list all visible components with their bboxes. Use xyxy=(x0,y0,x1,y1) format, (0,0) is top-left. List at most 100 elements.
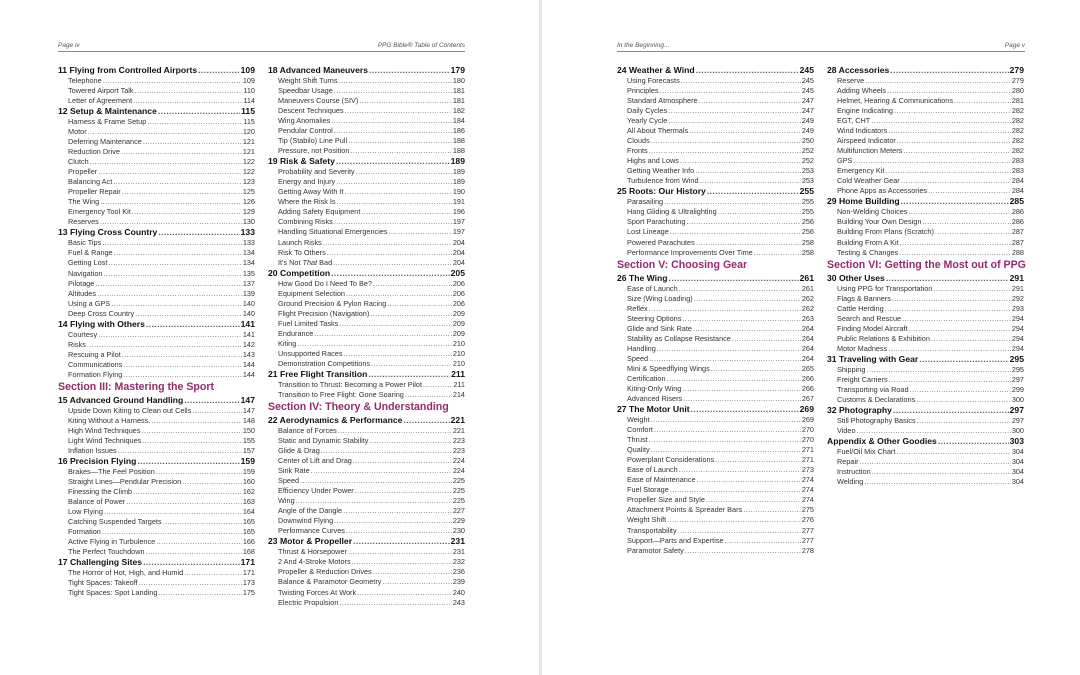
toc-entry-link[interactable]: Getting Away With It 190 xyxy=(268,187,465,197)
toc-entry-link[interactable]: Adding Safety Equipment 196 xyxy=(268,207,465,217)
toc-entry-link[interactable]: Yearly Cycle 249 xyxy=(617,116,814,126)
toc-entry-link[interactable]: Reserve 279 xyxy=(827,76,1024,86)
toc-entry-link[interactable]: Fuel Limited Tasks 209 xyxy=(268,319,465,329)
toc-entry-link[interactable]: Catching Suspended Targets 165 xyxy=(58,517,255,527)
toc-entry-link[interactable]: It's Not That Bad 204 xyxy=(268,258,465,268)
toc-entry-link[interactable]: Sink Rate 224 xyxy=(268,466,465,476)
toc-entry-link[interactable]: Emergency Kit 283 xyxy=(827,166,1024,176)
toc-entry-link[interactable]: Powered Parachutes 258 xyxy=(617,238,814,248)
toc-chapter-link[interactable]: 24 Weather & Wind 245 xyxy=(617,65,814,76)
toc-entry-link[interactable]: Altitudes 139 xyxy=(58,289,255,299)
toc-entry-link[interactable]: Using Forecasts 245 xyxy=(617,76,814,86)
toc-chapter-link[interactable]: 15 Advanced Ground Handling 147 xyxy=(58,395,255,406)
toc-entry-link[interactable]: Mini & Speedflying Wings 265 xyxy=(617,364,814,374)
toc-entry-link[interactable]: Using PPG for Transportation 291 xyxy=(827,284,1024,294)
toc-chapter-link[interactable]: 26 The Wing 261 xyxy=(617,273,814,284)
toc-entry-link[interactable]: Deferring Maintenance 121 xyxy=(58,137,255,147)
toc-chapter-link[interactable]: 12 Setup & Maintenance 115 xyxy=(58,106,255,117)
toc-entry-link[interactable]: Transportability 277 xyxy=(617,526,814,536)
toc-entry-link[interactable]: Performance Curves 230 xyxy=(268,526,465,536)
toc-entry-link[interactable]: Parasailing 255 xyxy=(617,197,814,207)
toc-entry-link[interactable]: The Perfect Touchdown 168 xyxy=(58,547,255,557)
toc-entry-link[interactable]: High Wind Techniques 150 xyxy=(58,426,255,436)
toc-entry-link[interactable]: Balance & Paramotor Geometry 239 xyxy=(268,577,465,587)
toc-entry-link[interactable]: Center of Lift and Drag 224 xyxy=(268,456,465,466)
toc-entry-link[interactable]: All About Thermals 249 xyxy=(617,126,814,136)
toc-entry-link[interactable]: Instruction 304 xyxy=(827,467,1024,477)
toc-entry-link[interactable]: Speed 264 xyxy=(617,354,814,364)
toc-entry-link[interactable]: Handling 264 xyxy=(617,344,814,354)
toc-entry-link[interactable]: Transition to Thrust: Becoming a Power P… xyxy=(268,380,465,390)
toc-entry-link[interactable]: Search and Rescue 294 xyxy=(827,314,1024,324)
toc-chapter-link[interactable]: 31 Traveling with Gear 295 xyxy=(827,354,1024,365)
toc-entry-link[interactable]: Maneuvers Course (SIV) 181 xyxy=(268,96,465,106)
toc-entry-link[interactable]: Straight Lines—Pendular Precision 160 xyxy=(58,477,255,487)
toc-entry-link[interactable]: Propeller Size and Style 274 xyxy=(617,495,814,505)
toc-entry-link[interactable]: Transporting via Road 299 xyxy=(827,385,1024,395)
toc-entry-link[interactable]: Repair 304 xyxy=(827,457,1024,467)
toc-entry-link[interactable]: Fuel & Range 134 xyxy=(58,248,255,258)
toc-entry-link[interactable]: Letter of Agreement 114 xyxy=(58,96,255,106)
toc-entry-link[interactable]: EGT, CHT 282 xyxy=(827,116,1024,126)
toc-chapter-link[interactable]: 17 Challenging Sites 171 xyxy=(58,557,255,568)
toc-entry-link[interactable]: Light Wind Techniques 155 xyxy=(58,436,255,446)
toc-entry-link[interactable]: Fuel Storage 274 xyxy=(617,485,814,495)
toc-entry-link[interactable]: Steering Options 263 xyxy=(617,314,814,324)
toc-entry-link[interactable]: Navigation 135 xyxy=(58,269,255,279)
toc-entry-link[interactable]: Support—Parts and Expertise 277 xyxy=(617,536,814,546)
toc-entry-link[interactable]: Towered Airport Talk 110 xyxy=(58,86,255,96)
toc-chapter-link[interactable]: 13 Flying Cross Country 133 xyxy=(58,227,255,238)
toc-entry-link[interactable]: Still Photography Basics 297 xyxy=(827,416,1024,426)
toc-entry-link[interactable]: Balancing Act 123 xyxy=(58,177,255,187)
toc-entry-link[interactable]: Building From Plans (Scratch) 287 xyxy=(827,227,1024,237)
toc-entry-link[interactable]: Upside Down Kiting to Clean out Cells 147 xyxy=(58,406,255,416)
toc-entry-link[interactable]: Airspeed Indicator 282 xyxy=(827,136,1024,146)
toc-entry-link[interactable]: Equipment Selection 206 xyxy=(268,289,465,299)
toc-entry-link[interactable]: Propeller 122 xyxy=(58,167,255,177)
toc-entry-link[interactable]: Balance of Forces 221 xyxy=(268,426,465,436)
toc-entry-link[interactable]: Clouds 250 xyxy=(617,136,814,146)
toc-entry-link[interactable]: Harness & Frame Setup 115 xyxy=(58,117,255,127)
toc-entry-link[interactable]: Risks 142 xyxy=(58,340,255,350)
toc-entry-link[interactable]: Lost Lineage 256 xyxy=(617,227,814,237)
toc-entry-link[interactable]: Flight Precision (Navigation) 209 xyxy=(268,309,465,319)
toc-entry-link[interactable]: Combining Risks 197 xyxy=(268,217,465,227)
toc-entry-link[interactable]: Weight Shift Turns 180 xyxy=(268,76,465,86)
toc-entry-link[interactable]: Stability as Collapse Resistance 264 xyxy=(617,334,814,344)
toc-entry-link[interactable]: Transition to Free Flight: Gone Soaring 2… xyxy=(268,390,465,400)
toc-entry-link[interactable]: Motor 120 xyxy=(58,127,255,137)
toc-entry-link[interactable]: Turbulence from Wind 253 xyxy=(617,176,814,186)
toc-entry-link[interactable]: Testing & Changes 288 xyxy=(827,248,1024,258)
toc-entry-link[interactable]: Attachment Points & Spreader Bars 275 xyxy=(617,505,814,515)
toc-entry-link[interactable]: Active Flying in Turbulence 166 xyxy=(58,537,255,547)
toc-entry-link[interactable]: Electric Propulsion 243 xyxy=(268,598,465,608)
toc-entry-link[interactable]: Probability and Severity 189 xyxy=(268,167,465,177)
toc-entry-link[interactable]: Downwind Flying 229 xyxy=(268,516,465,526)
toc-entry-link[interactable]: Kiting 210 xyxy=(268,339,465,349)
toc-entry-link[interactable]: Ground Precision & Pylon Racing 206 xyxy=(268,299,465,309)
toc-entry-link[interactable]: Emergency Tool Kit 129 xyxy=(58,207,255,217)
toc-chapter-link[interactable]: 11 Flying from Controlled Airports 109 xyxy=(58,65,255,76)
toc-entry-link[interactable]: Demonstration Competitions 210 xyxy=(268,359,465,369)
toc-entry-link[interactable]: Ease of Launch 273 xyxy=(617,465,814,475)
toc-entry-link[interactable]: Building Your Own Design 286 xyxy=(827,217,1024,227)
toc-entry-link[interactable]: Paramotor Safety 278 xyxy=(617,546,814,556)
toc-entry-link[interactable]: Where the Risk Is 191 xyxy=(268,197,465,207)
toc-entry-link[interactable]: Basic Tips 133 xyxy=(58,238,255,248)
toc-entry-link[interactable]: Clutch 122 xyxy=(58,157,255,167)
toc-entry-link[interactable]: Thrust 270 xyxy=(617,435,814,445)
toc-chapter-link[interactable]: 28 Accessories 279 xyxy=(827,65,1024,76)
toc-chapter-link[interactable]: 21 Free Flight Transition 211 xyxy=(268,369,465,380)
toc-chapter-link[interactable]: 14 Flying with Others 141 xyxy=(58,319,255,330)
toc-entry-link[interactable]: Brakes—The Feel Position 159 xyxy=(58,467,255,477)
toc-entry-link[interactable]: Wing 225 xyxy=(268,496,465,506)
toc-entry-link[interactable]: Rescuing a Pilot 143 xyxy=(58,350,255,360)
toc-entry-link[interactable]: Engine Indicating 282 xyxy=(827,106,1024,116)
toc-entry-link[interactable]: Helmet, Hearing & Communications 281 xyxy=(827,96,1024,106)
toc-entry-link[interactable]: Advanced Risers 267 xyxy=(617,394,814,404)
toc-entry-link[interactable]: Launch Risks 204 xyxy=(268,238,465,248)
toc-entry-link[interactable]: Customs & Declarations 300 xyxy=(827,395,1024,405)
toc-entry-link[interactable]: Quality 271 xyxy=(617,445,814,455)
toc-entry-link[interactable]: Welding 304 xyxy=(827,477,1024,487)
toc-entry-link[interactable]: Thrust & Horsepower 231 xyxy=(268,547,465,557)
